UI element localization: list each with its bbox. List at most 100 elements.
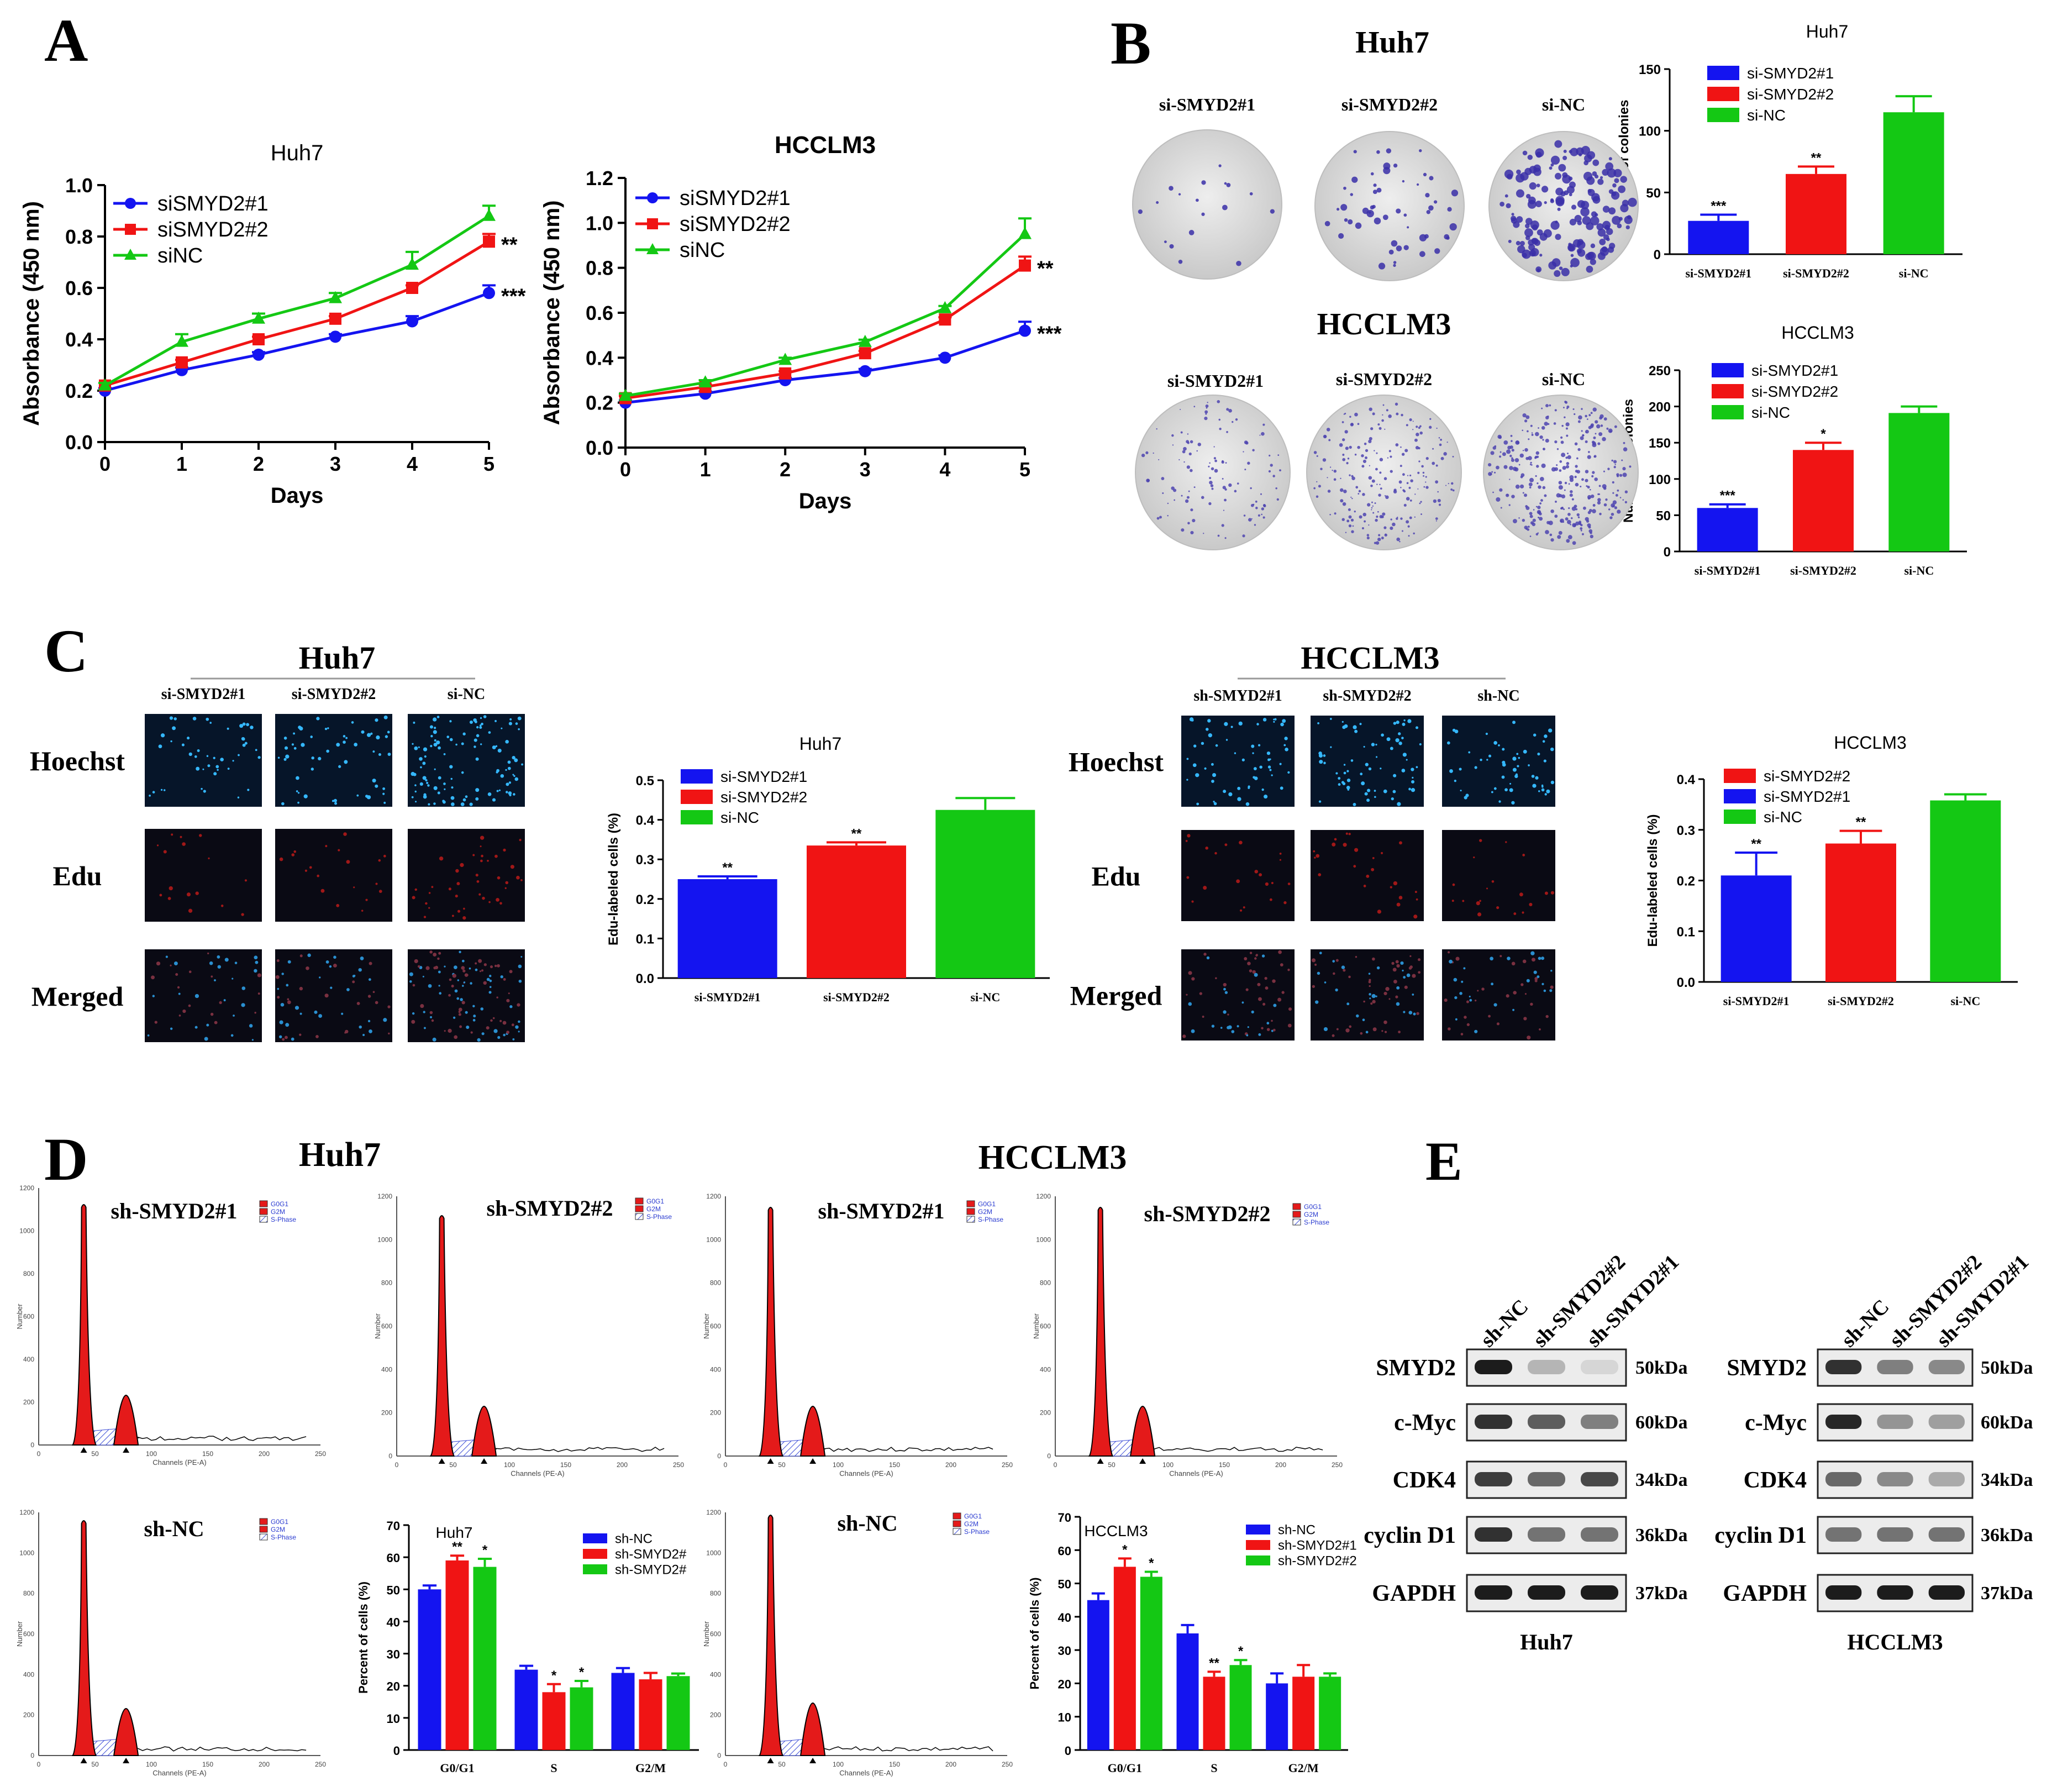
colony [1188,490,1190,492]
colony [1318,485,1321,488]
cell-nucleus [1202,1016,1204,1018]
histogram: 0 50 100 150 200 250020040060080010001200Chan… [373,1192,684,1478]
histogram-title: sh-SMYD2#2 [1144,1201,1271,1226]
cell-nucleus [425,966,430,970]
cell-nucleus [1354,848,1359,852]
cell-nucleus [316,717,320,721]
colony [1585,440,1588,443]
cell-line-label: Huh7 [1520,1630,1573,1654]
cell-nucleus [1239,909,1243,912]
colony [1384,495,1386,497]
colony [1433,499,1437,503]
colony [1395,443,1399,446]
cell-nucleus [465,1011,468,1014]
colony [1368,476,1372,480]
cell-nucleus [481,969,484,972]
cell-nucleus [224,958,229,962]
cell-nucleus [241,1003,245,1007]
legend-label: sh-NC [1278,1522,1316,1537]
cell-nucleus [1323,1027,1328,1032]
colony [1520,172,1529,181]
colony [1371,509,1372,511]
blot-band [1475,1360,1512,1374]
cell-nucleus [452,974,456,978]
x-tick-label: 0 [395,1461,399,1469]
x-tick-label: 3 [860,458,871,481]
cell-nucleus [1228,792,1233,797]
colony [1342,454,1345,456]
colony [1580,436,1584,440]
cell-nucleus [213,756,215,759]
protein-label: SMYD2 [1376,1355,1456,1381]
colony [1228,408,1232,413]
colony [1510,434,1513,437]
legend-swatch [1724,789,1756,803]
colony [1568,176,1573,181]
panel-label-b: B [1111,9,1151,77]
cell-nucleus [1248,786,1250,789]
cell-nucleus [515,1025,519,1029]
colony [1567,453,1569,455]
colony [1342,502,1346,506]
cell-nucleus [1513,991,1517,995]
colony [1390,455,1392,458]
image-background [1311,949,1424,1040]
colony [1541,407,1543,409]
bar [1319,1677,1341,1750]
cell-nucleus [1224,843,1228,847]
cell-nucleus [277,996,280,999]
colony [1417,488,1419,490]
cell-nucleus [1254,973,1258,977]
y-tick-label: 400 [381,1365,392,1373]
cell-nucleus [293,732,296,735]
cell-nucleus [1313,850,1316,853]
bar [611,1673,635,1750]
colony [1588,425,1592,429]
cell-nucleus [1345,1028,1350,1033]
data-point [175,334,188,347]
cell-nucleus [333,964,337,968]
molecular-weight-label: 50kDa [1981,1358,2033,1378]
cell-nucleus [1350,759,1354,762]
cell-nucleus [1550,747,1554,752]
fluorescence-image [1311,716,1424,807]
colony [1339,443,1343,447]
colony [1538,485,1541,489]
image-row-label: Hoechst [1069,747,1164,777]
colony [1270,209,1275,214]
cell-nucleus [1513,912,1517,916]
colony [1574,214,1582,223]
colony [1543,448,1544,450]
cell-nucleus [1204,767,1207,770]
histogram-title: sh-NC [144,1516,204,1541]
cell-nucleus [1409,955,1412,957]
colony [1371,501,1373,503]
y-tick-label: 1000 [706,1236,721,1243]
colony [1530,464,1533,466]
colony [1557,535,1561,539]
colony [1413,532,1415,535]
y-tick-label: 30 [1058,1644,1071,1658]
colony [1538,516,1540,519]
legend-swatch [1246,1540,1270,1550]
cell-nucleus [457,979,460,981]
cell-nucleus [472,1005,475,1008]
colony [1612,505,1615,507]
colony [1358,493,1360,495]
colony [1374,502,1376,505]
colony [1528,244,1535,251]
colony [1379,458,1383,461]
cell-nucleus [1444,999,1448,1002]
g2m-marker [809,1758,817,1763]
data-point [252,311,265,324]
cell-nucleus [476,734,480,738]
dish-plate [1135,395,1291,550]
dish-plate [1306,395,1462,550]
cell-nucleus [518,1031,520,1033]
cell-nucleus [1462,900,1465,902]
colony [1416,433,1419,437]
colony [1560,519,1562,523]
cell-nucleus [1396,1002,1400,1006]
cell-nucleus [1341,781,1344,784]
cell-nucleus [1317,722,1320,724]
